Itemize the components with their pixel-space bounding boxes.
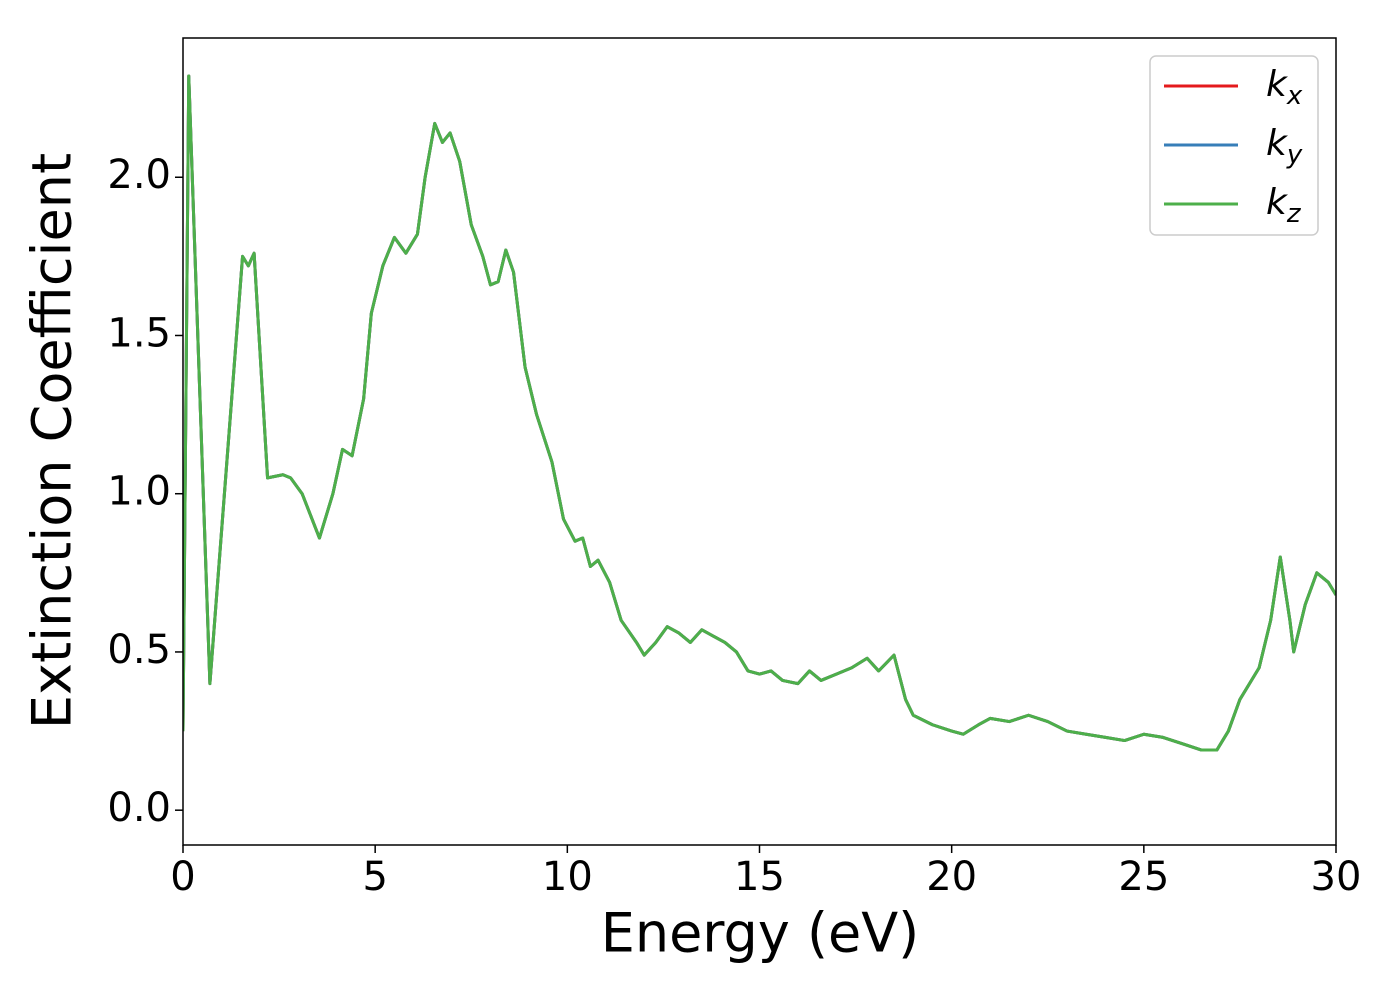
y-tick-label: 0.0 (107, 785, 171, 831)
y-axis-label: Extinction Coefficient (21, 153, 84, 729)
y-tick-label: 1.0 (107, 469, 171, 515)
x-tick-label: 20 (926, 854, 977, 900)
x-tick-label: 15 (734, 854, 785, 900)
series-line (183, 74, 1336, 752)
x-tick-label: 10 (542, 854, 593, 900)
plot-frame (182, 37, 1337, 846)
x-tick-label: 0 (170, 854, 195, 900)
x-tick-label: 5 (362, 854, 387, 900)
y-tick-label: 0.5 (107, 627, 171, 673)
legend-label: ky (1266, 123, 1303, 170)
x-tick-label: 30 (1311, 854, 1362, 900)
x-tick-label: 25 (1118, 854, 1169, 900)
x-axis-label: Energy (eV) (601, 902, 920, 965)
legend-label: kx (1266, 64, 1303, 111)
legend-label: kz (1266, 182, 1302, 229)
y-tick-label: 1.5 (107, 310, 171, 356)
y-tick-label: 2.0 (107, 152, 171, 198)
